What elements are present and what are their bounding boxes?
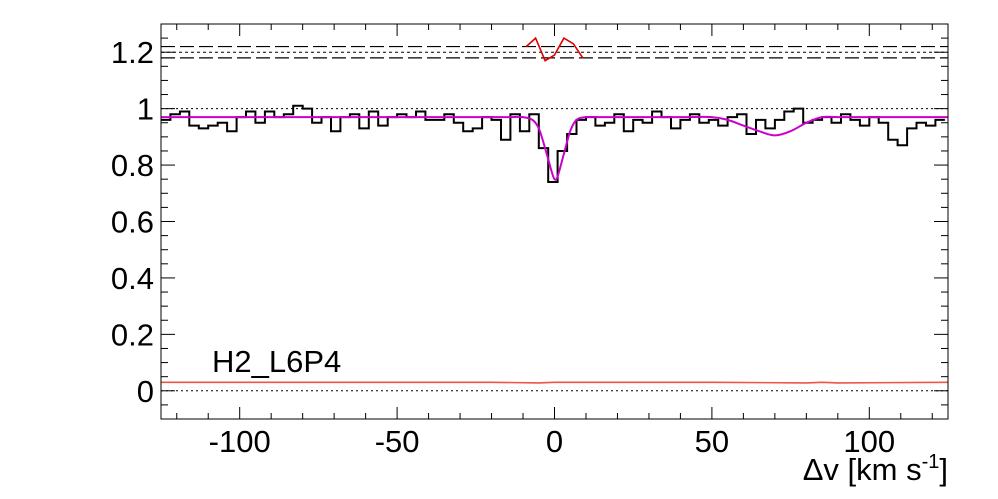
y-tick-label: 0.4 [111, 261, 154, 296]
data-layer [161, 36, 949, 392]
x-tick-label: -50 [375, 424, 420, 459]
x-tick-label: -100 [209, 424, 271, 459]
y-tick-label: 0.2 [111, 317, 154, 352]
y-tick-label: 0.8 [111, 148, 154, 183]
x-tick-label: 0 [546, 424, 563, 459]
x-axis-title-main: Δv [km s [803, 452, 922, 487]
x-tick-label: 100 [843, 424, 895, 459]
x-axis-title-close: ] [939, 452, 948, 487]
y-tick-label: 1 [137, 92, 154, 127]
ticks: -100 -50 0 50 100 0 0.2 0.4 0.6 0.8 1 1.2 [111, 23, 948, 459]
y-tick-label: 1.2 [111, 35, 154, 70]
y-tick-label: 0.6 [111, 205, 154, 240]
x-tick-label: 50 [695, 424, 729, 459]
y-tick-label: 0 [137, 374, 154, 409]
residuals-series [525, 36, 584, 62]
x-axis-title: Δv [km s-1] [803, 451, 948, 487]
model-series [161, 115, 948, 181]
line-label: H2_L6P4 [212, 344, 341, 379]
error-series [161, 381, 949, 384]
x-axis-title-sup: -1 [922, 451, 940, 473]
